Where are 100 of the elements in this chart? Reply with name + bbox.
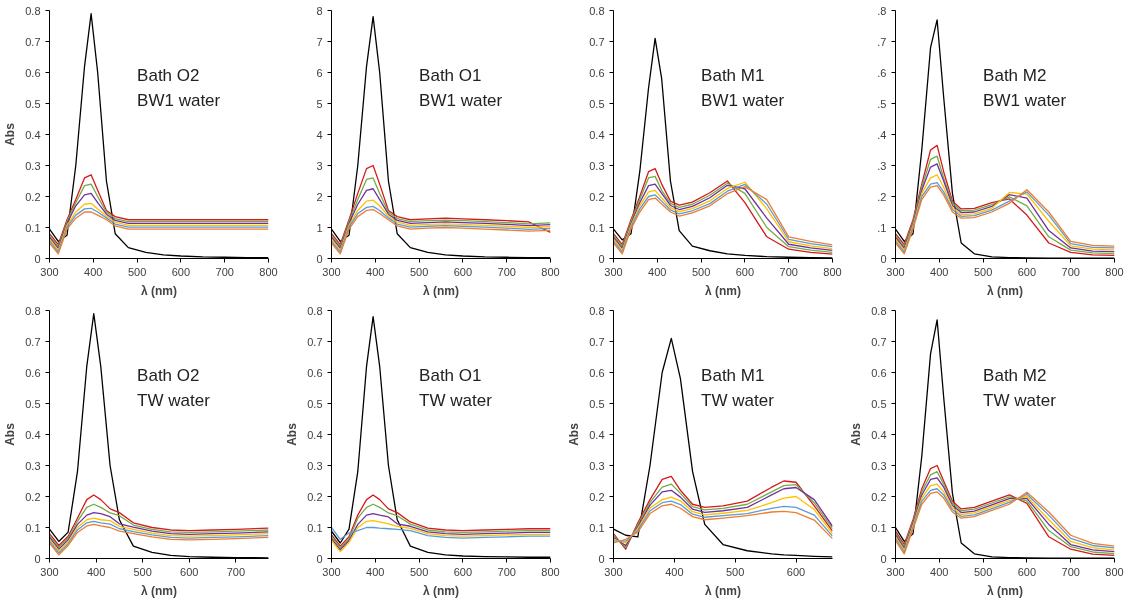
y-tick-label: .2: [877, 190, 887, 203]
y-tick-label: 0.4: [25, 128, 41, 141]
x-tick-label: 600: [786, 565, 806, 578]
y-tick-label: 0.8: [25, 304, 41, 317]
y-tick-label: 7: [316, 35, 323, 48]
y-tick-label: 0: [880, 552, 887, 565]
y-tick-label: 0.8: [589, 4, 605, 17]
y-tick-label: .4: [877, 128, 887, 141]
annotation: Bath O2: [137, 365, 200, 385]
y-tick-label: 0: [316, 552, 323, 565]
x-tick-label: 700: [226, 565, 246, 578]
y-tick-label: .1: [877, 221, 887, 234]
y-tick-label: 0: [34, 552, 41, 565]
x-tick-label: 400: [366, 265, 385, 278]
y-axis-title: Abs: [285, 422, 300, 446]
annotation: TW water: [419, 390, 493, 410]
y-tick-label: 0.1: [25, 521, 41, 534]
x-tick-label: 300: [604, 265, 623, 278]
annotation: Bath O1: [419, 65, 482, 85]
annotation: Bath M1: [701, 65, 765, 85]
y-tick-label: 3: [316, 159, 323, 172]
x-tick-label: 700: [779, 265, 798, 278]
x-tick-label: 400: [648, 265, 667, 278]
x-axis-title: λ (nm): [141, 583, 177, 598]
x-tick-label: 300: [40, 265, 59, 278]
annotation: TW water: [137, 390, 211, 410]
annotation: Bath M1: [701, 365, 765, 385]
y-tick-label: 0.6: [871, 366, 887, 379]
x-tick-label: 600: [180, 565, 199, 578]
y-tick-label: 8: [316, 4, 323, 17]
x-tick-label: 700: [1061, 565, 1080, 578]
y-tick-label: 0.4: [307, 428, 323, 441]
x-tick-label: 300: [886, 565, 905, 578]
y-tick-label: 0.8: [589, 304, 605, 317]
annotation: BW1 water: [701, 90, 785, 110]
y-tick-label: 0.1: [589, 221, 605, 234]
y-tick-label: 0.3: [871, 459, 887, 472]
y-tick-label: 0.4: [871, 428, 887, 441]
y-tick-label: 0.2: [589, 490, 605, 503]
y-tick-label: 0.3: [25, 159, 41, 172]
x-tick-label: 400: [930, 565, 949, 578]
y-tick-label: 0.7: [307, 335, 323, 348]
y-tick-label: 0.8: [25, 4, 41, 17]
x-axis-title: λ (nm): [423, 583, 459, 598]
y-tick-label: 0.1: [307, 521, 323, 534]
annotation: Bath O2: [137, 65, 200, 85]
x-tick-label: 500: [409, 565, 429, 578]
y-tick-label: 0.8: [871, 304, 887, 317]
y-tick-label: 0.3: [589, 159, 605, 172]
x-tick-label: 800: [1105, 565, 1124, 578]
y-tick-label: 0.6: [25, 366, 41, 379]
y-tick-label: 0.5: [307, 397, 323, 410]
y-tick-label: 0.2: [25, 490, 41, 503]
y-tick-label: 0.2: [871, 490, 887, 503]
x-tick-label: 300: [886, 265, 905, 278]
x-tick-label: 400: [84, 265, 103, 278]
y-tick-label: 0.2: [589, 190, 605, 203]
y-tick-label: 1: [316, 221, 323, 234]
y-tick-label: 0.4: [25, 428, 41, 441]
y-tick-label: 0.4: [589, 428, 605, 441]
y-tick-label: 0.5: [25, 397, 41, 410]
y-tick-label: 0.1: [589, 521, 605, 534]
y-axis-title: Abs: [849, 422, 864, 446]
x-tick-label: 600: [1017, 265, 1037, 278]
x-axis-title: λ (nm): [423, 283, 459, 298]
y-tick-label: 0: [598, 252, 605, 265]
x-tick-label: 800: [1105, 265, 1124, 278]
x-tick-label: 400: [366, 565, 385, 578]
y-tick-label: 0.7: [589, 335, 605, 348]
x-tick-label: 700: [215, 265, 234, 278]
y-tick-label: 0.3: [25, 459, 41, 472]
y-tick-label: 0.2: [307, 490, 323, 503]
y-tick-label: 0: [34, 252, 41, 265]
y-tick-label: 0.3: [589, 459, 605, 472]
x-tick-label: 600: [1017, 565, 1037, 578]
annotation: Bath O1: [419, 365, 482, 385]
y-tick-label: 0.1: [871, 521, 887, 534]
y-tick-label: 0.5: [589, 397, 605, 410]
annotation: BW1 water: [983, 90, 1067, 110]
y-tick-label: 0: [880, 252, 887, 265]
y-tick-label: 0.7: [25, 35, 41, 48]
annotation: Bath M2: [983, 365, 1047, 385]
y-axis-title: Abs: [3, 122, 18, 146]
y-tick-label: 0.5: [871, 397, 887, 410]
y-tick-label: 0.7: [589, 35, 605, 48]
x-tick-label: 800: [541, 265, 560, 278]
y-tick-label: 0.2: [25, 190, 41, 203]
annotation: BW1 water: [137, 90, 221, 110]
y-tick-label: 0.1: [25, 221, 41, 234]
x-tick-label: 700: [497, 565, 516, 578]
x-tick-label: 500: [973, 565, 993, 578]
x-tick-label: 800: [823, 265, 842, 278]
y-tick-label: 0.7: [871, 335, 887, 348]
y-tick-label: 4: [316, 128, 323, 141]
x-tick-label: 500: [409, 265, 429, 278]
y-tick-label: 0.7: [25, 335, 41, 348]
y-tick-label: .7: [877, 35, 887, 48]
x-tick-label: 600: [171, 265, 191, 278]
x-tick-label: 500: [691, 265, 711, 278]
y-tick-label: .3: [877, 159, 887, 172]
